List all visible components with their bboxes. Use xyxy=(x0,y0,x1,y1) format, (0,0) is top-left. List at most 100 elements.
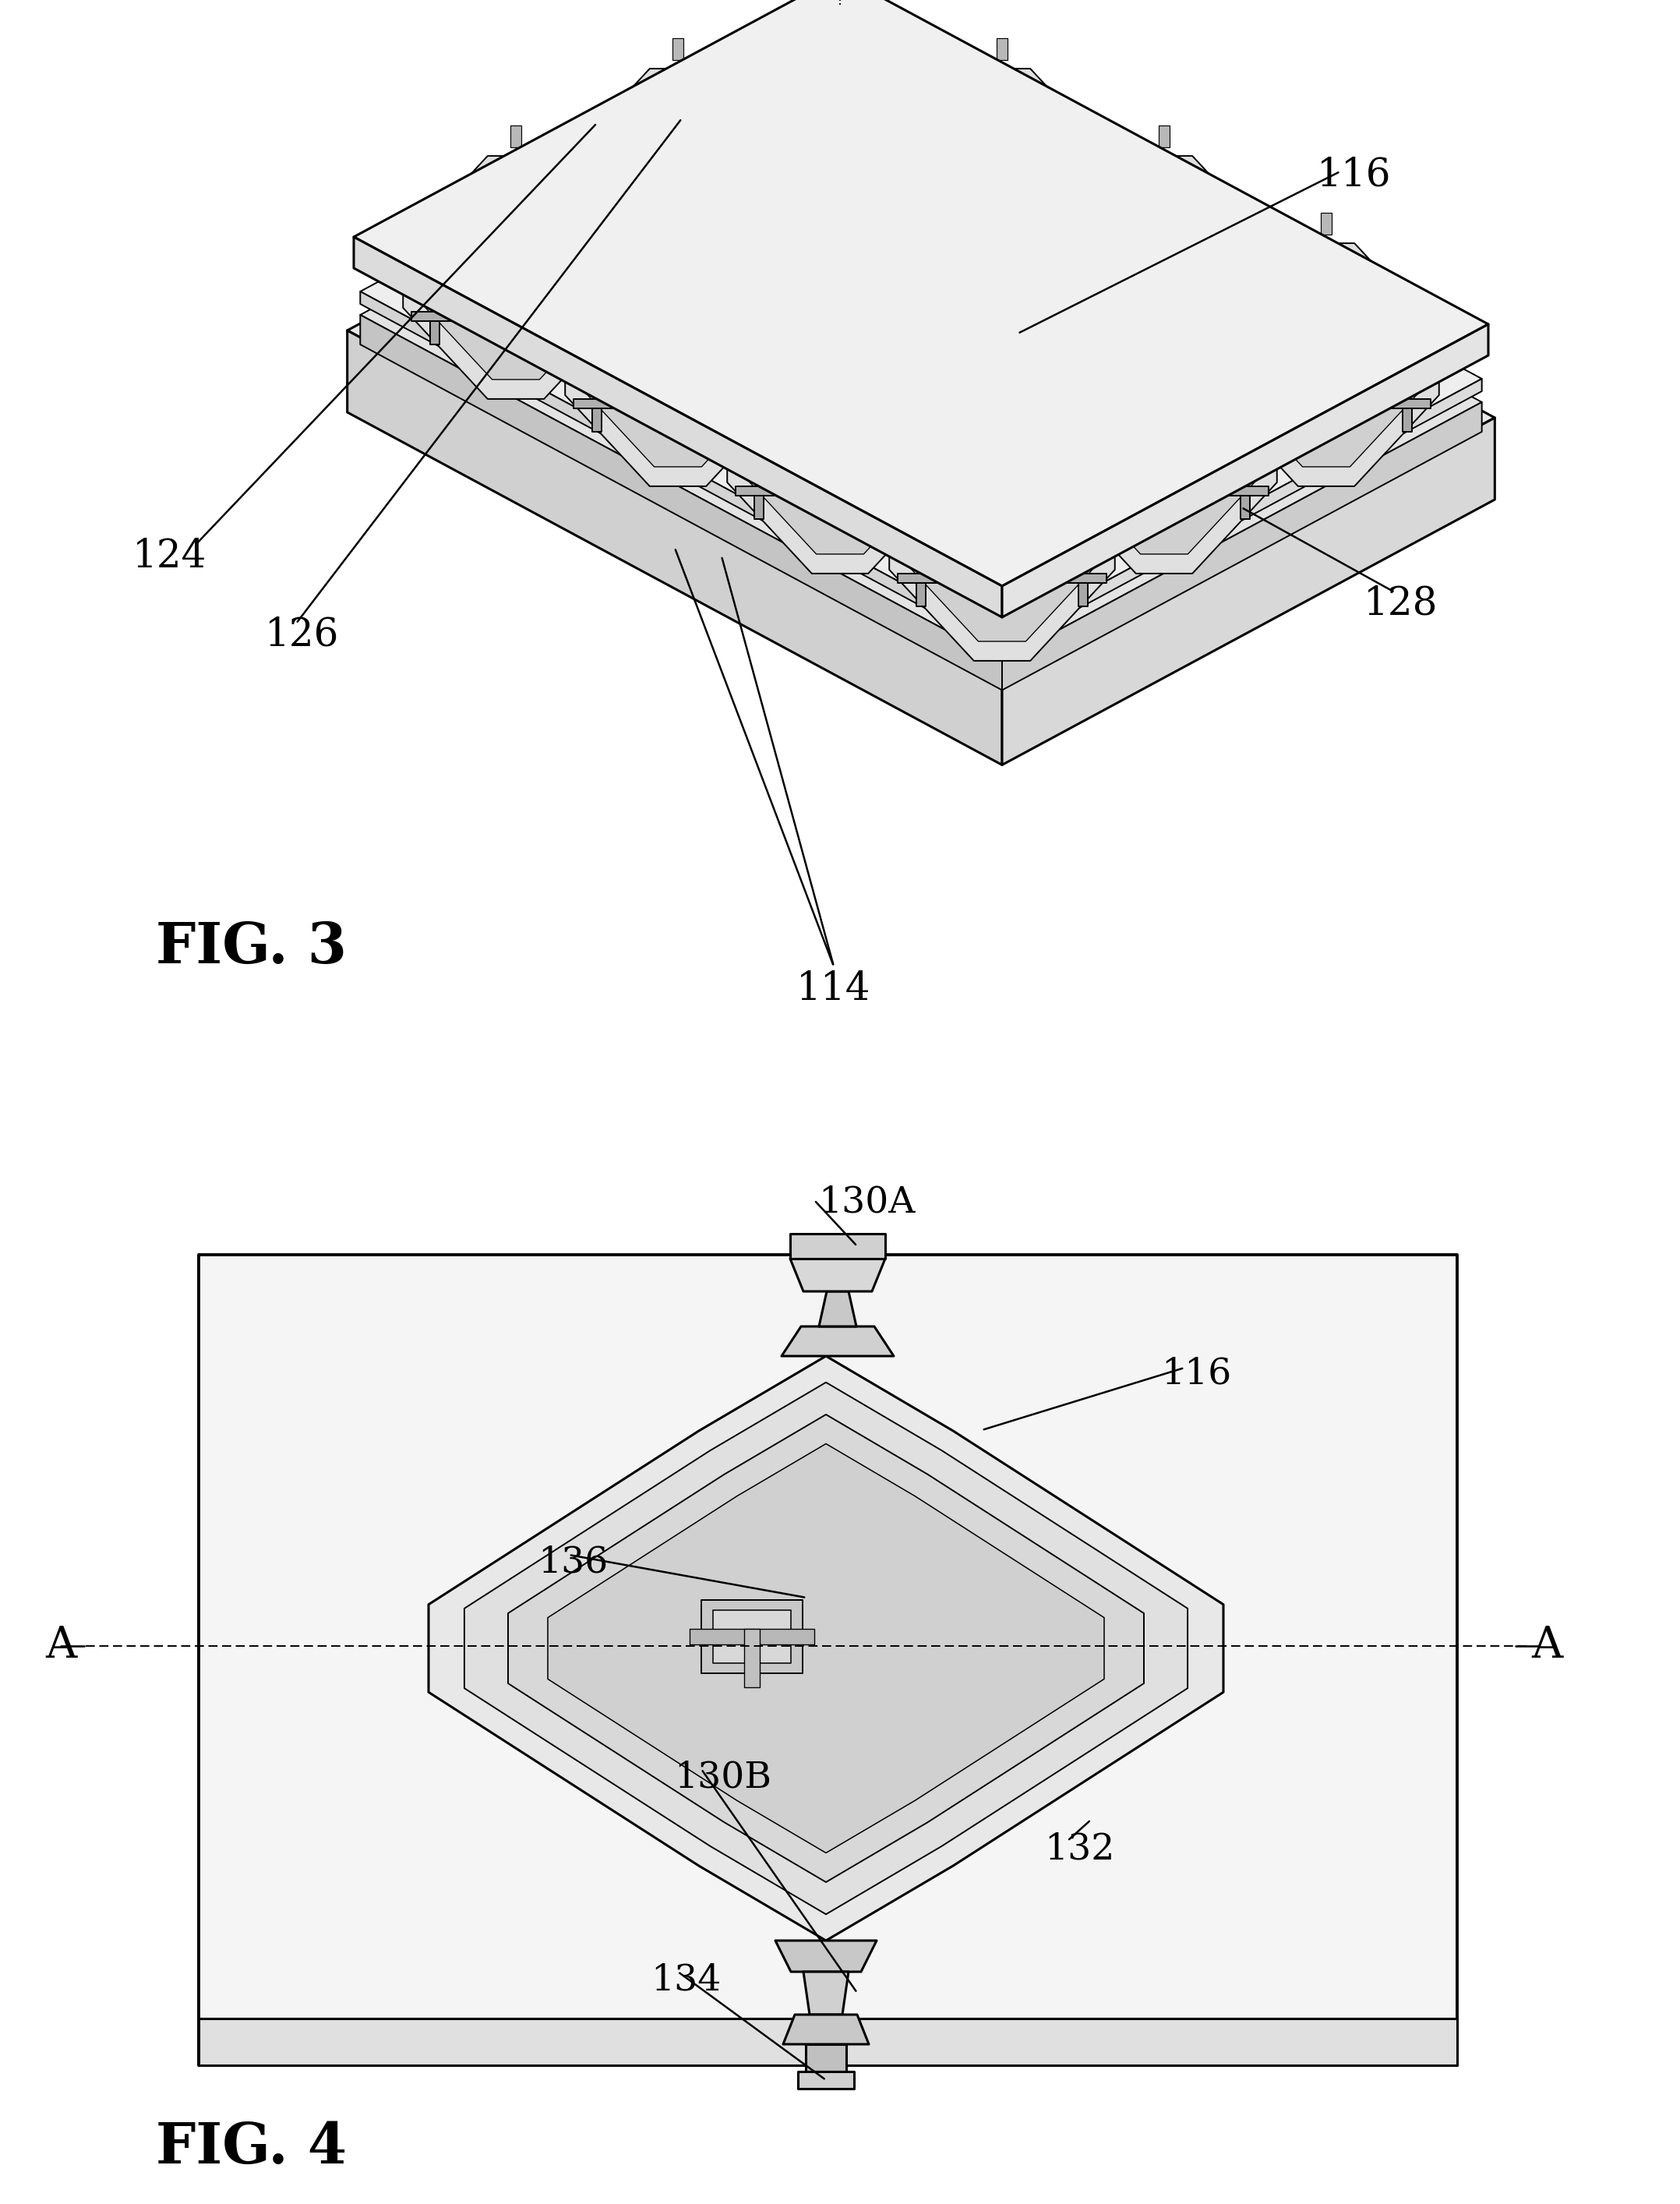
Polygon shape xyxy=(818,1292,857,1327)
Polygon shape xyxy=(1213,242,1440,487)
Text: 134: 134 xyxy=(650,1962,721,1997)
Polygon shape xyxy=(492,181,539,190)
Polygon shape xyxy=(564,68,791,311)
Polygon shape xyxy=(672,214,684,234)
Polygon shape xyxy=(754,496,764,520)
Polygon shape xyxy=(198,2019,1457,2065)
Polygon shape xyxy=(996,214,1008,234)
Polygon shape xyxy=(803,1973,848,2014)
Polygon shape xyxy=(348,331,1001,765)
Polygon shape xyxy=(744,1629,759,1688)
Polygon shape xyxy=(660,253,696,262)
Polygon shape xyxy=(564,242,791,487)
Text: 116: 116 xyxy=(1161,1355,1231,1391)
Polygon shape xyxy=(823,168,857,174)
Polygon shape xyxy=(689,1629,815,1644)
Polygon shape xyxy=(907,436,1097,641)
Polygon shape xyxy=(996,37,1008,60)
Polygon shape xyxy=(998,262,1006,278)
Polygon shape xyxy=(984,428,1020,436)
Text: A: A xyxy=(45,1624,76,1666)
Polygon shape xyxy=(548,1444,1104,1854)
Polygon shape xyxy=(464,1382,1188,1915)
Polygon shape xyxy=(1001,379,1482,650)
Polygon shape xyxy=(1001,324,1488,617)
Polygon shape xyxy=(1070,350,1258,553)
Polygon shape xyxy=(674,104,682,126)
Polygon shape xyxy=(823,342,857,348)
Polygon shape xyxy=(1231,262,1421,467)
Polygon shape xyxy=(837,348,843,364)
Polygon shape xyxy=(837,174,843,190)
Polygon shape xyxy=(1001,419,1495,765)
Polygon shape xyxy=(889,68,1116,311)
Polygon shape xyxy=(889,242,1116,487)
Polygon shape xyxy=(422,176,610,379)
Polygon shape xyxy=(996,388,1008,410)
Polygon shape xyxy=(736,487,783,496)
Text: 130B: 130B xyxy=(674,1759,771,1794)
Polygon shape xyxy=(712,1611,791,1664)
Polygon shape xyxy=(412,311,459,322)
Text: 124: 124 xyxy=(133,538,207,575)
Polygon shape xyxy=(360,291,1001,650)
Text: 126: 126 xyxy=(265,615,339,655)
Polygon shape xyxy=(428,1355,1223,1940)
Text: 128: 128 xyxy=(1364,584,1438,624)
Polygon shape xyxy=(907,262,1097,467)
Polygon shape xyxy=(360,33,1482,637)
Polygon shape xyxy=(1159,126,1169,148)
Polygon shape xyxy=(897,573,944,582)
Text: A: A xyxy=(1530,1624,1562,1666)
Polygon shape xyxy=(1240,496,1250,520)
Polygon shape xyxy=(1147,342,1181,348)
Polygon shape xyxy=(835,126,845,148)
Polygon shape xyxy=(1320,214,1332,234)
Polygon shape xyxy=(1221,487,1268,496)
Polygon shape xyxy=(727,156,953,399)
Polygon shape xyxy=(701,1600,803,1673)
Polygon shape xyxy=(790,1234,885,1258)
Polygon shape xyxy=(583,262,773,467)
Text: 130A: 130A xyxy=(818,1184,916,1219)
Polygon shape xyxy=(727,331,953,573)
Polygon shape xyxy=(511,126,521,148)
Polygon shape xyxy=(1384,399,1431,408)
Polygon shape xyxy=(998,436,1006,452)
Text: FIG. 4: FIG. 4 xyxy=(156,2120,346,2175)
Polygon shape xyxy=(798,2072,853,2089)
Polygon shape xyxy=(916,582,926,606)
Polygon shape xyxy=(1052,331,1277,573)
Polygon shape xyxy=(672,37,684,60)
Polygon shape xyxy=(746,350,934,553)
Polygon shape xyxy=(889,419,1116,661)
Polygon shape xyxy=(655,93,701,104)
Polygon shape xyxy=(984,253,1020,262)
Polygon shape xyxy=(746,176,934,379)
Polygon shape xyxy=(573,399,620,408)
Polygon shape xyxy=(806,2045,847,2072)
Text: 116: 116 xyxy=(1317,156,1391,194)
Polygon shape xyxy=(507,1415,1144,1882)
Polygon shape xyxy=(403,156,628,399)
Polygon shape xyxy=(198,1254,1457,2065)
Polygon shape xyxy=(1001,401,1482,690)
Polygon shape xyxy=(360,315,1001,690)
Polygon shape xyxy=(907,88,1097,293)
Polygon shape xyxy=(1403,408,1411,432)
Polygon shape xyxy=(593,408,601,432)
Polygon shape xyxy=(835,300,845,322)
Polygon shape xyxy=(1079,582,1087,606)
Polygon shape xyxy=(790,1258,885,1292)
Polygon shape xyxy=(354,0,1488,586)
Polygon shape xyxy=(1161,348,1168,364)
Polygon shape xyxy=(1052,156,1277,399)
Polygon shape xyxy=(430,322,440,344)
Polygon shape xyxy=(776,1940,877,1973)
Polygon shape xyxy=(583,88,773,293)
Polygon shape xyxy=(783,2014,869,2045)
Polygon shape xyxy=(354,236,1001,617)
Text: 136: 136 xyxy=(538,1545,608,1580)
Polygon shape xyxy=(1159,300,1169,322)
Polygon shape xyxy=(727,0,953,225)
